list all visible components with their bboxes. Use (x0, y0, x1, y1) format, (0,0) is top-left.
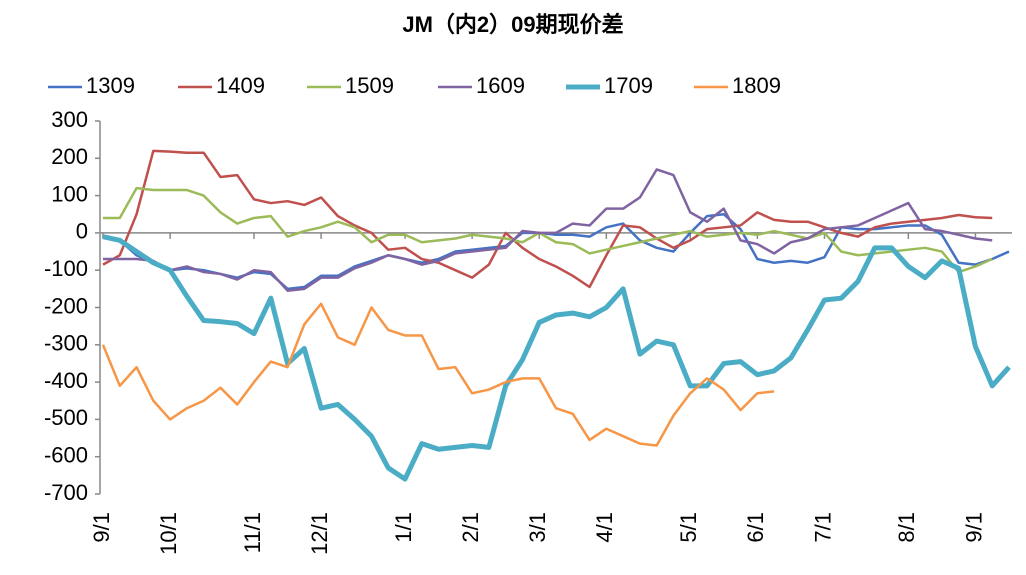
legend-label: 1609 (476, 73, 525, 98)
series-line (101, 302, 775, 447)
y-tick-label: 300 (51, 107, 88, 132)
y-tick-label: 100 (51, 181, 88, 206)
series-line (103, 168, 993, 292)
y-tick-label: -500 (44, 405, 88, 430)
y-tick-label: -700 (44, 480, 88, 505)
y-tick-label: 0 (76, 219, 88, 244)
x-tick-label: 12/1 (307, 512, 332, 555)
x-tick-label: 9/1 (961, 512, 986, 543)
x-tick-label: 7/1 (810, 512, 835, 543)
legend-label: 1709 (604, 73, 653, 98)
legend-label: 1409 (216, 73, 265, 98)
series-line (102, 149, 993, 289)
legend-label: 1809 (732, 73, 781, 98)
y-tick-label: -400 (44, 368, 88, 393)
x-tick-label: 2/1 (458, 512, 483, 543)
series-line (103, 186, 993, 274)
series-line (102, 234, 1011, 482)
y-tick-label: -100 (44, 256, 88, 281)
x-tick-label: 3/1 (525, 512, 550, 543)
x-tick-label: 11/1 (240, 512, 265, 553)
legend-label: 1509 (345, 73, 394, 98)
x-tick-label: 6/1 (743, 512, 768, 543)
x-tick-label: 4/1 (592, 512, 617, 543)
y-tick-label: -300 (44, 331, 88, 356)
x-tick-label: 9/1 (89, 512, 114, 543)
y-tick-label: 200 (51, 144, 88, 169)
x-tick-label: 10/1 (156, 512, 181, 555)
chart-title: JM（内2）09期现价差 (402, 12, 623, 37)
x-tick-label: 8/1 (894, 512, 919, 543)
x-tick-label: 1/1 (391, 512, 416, 543)
y-tick-label: -200 (44, 293, 88, 318)
series-line (102, 213, 1010, 291)
legend-label: 1309 (86, 73, 135, 98)
x-tick-label: 5/1 (676, 512, 701, 543)
y-tick-label: -600 (44, 443, 88, 468)
